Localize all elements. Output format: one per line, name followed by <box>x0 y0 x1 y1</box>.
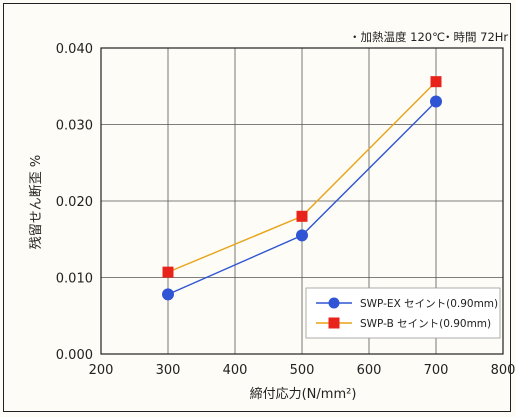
tick-labels: 200 300 400 500 600 700 800 0.000 0.010 0.020 0.03… <box>56 42 516 378</box>
x-tick-label: 200 <box>89 363 114 378</box>
series-group <box>162 76 442 301</box>
legend-marker-b <box>328 317 340 329</box>
legend: SWP-EX セイント(0.90mm) SWP-B セイント(0.90mm) <box>305 287 501 339</box>
x-tick-label: 700 <box>424 363 449 378</box>
legend-label-ex: SWP-EX セイント(0.90mm) <box>360 298 498 310</box>
y-tick-label: 0.030 <box>56 119 93 134</box>
data-point-swp-ex <box>430 95 442 108</box>
x-tick-label: 600 <box>357 363 382 378</box>
plot-area-border <box>100 47 504 355</box>
x-axis-title: 締付応力(N/mm²) <box>250 386 357 402</box>
x-tick-label: 500 <box>290 363 315 378</box>
chart-frame <box>3 3 511 412</box>
y-tick-label: 0.010 <box>56 272 93 287</box>
data-point-swp-b <box>430 76 442 88</box>
legend-box <box>305 287 501 339</box>
data-point-swp-ex <box>296 229 308 242</box>
y-tick-label: 0.020 <box>56 195 93 210</box>
condition-time: ・時間 72Hr <box>442 30 508 44</box>
x-tick-label: 800 <box>491 363 516 378</box>
y-tick-label: 0.040 <box>56 42 93 57</box>
y-axis-title: 残留せん断歪 % <box>29 155 44 250</box>
x-tick-label: 300 <box>156 363 181 378</box>
legend-label-b: SWP-B セイント(0.90mm) <box>360 318 491 330</box>
x-tick-label: 400 <box>223 363 248 378</box>
legend-marker-ex <box>328 297 340 309</box>
condition-temperature: ・加熱温度 120℃ <box>349 30 445 44</box>
data-point-swp-ex <box>162 288 174 301</box>
y-tick-label: 0.000 <box>56 348 93 363</box>
data-point-swp-b <box>296 210 308 222</box>
data-point-swp-b <box>162 266 174 278</box>
